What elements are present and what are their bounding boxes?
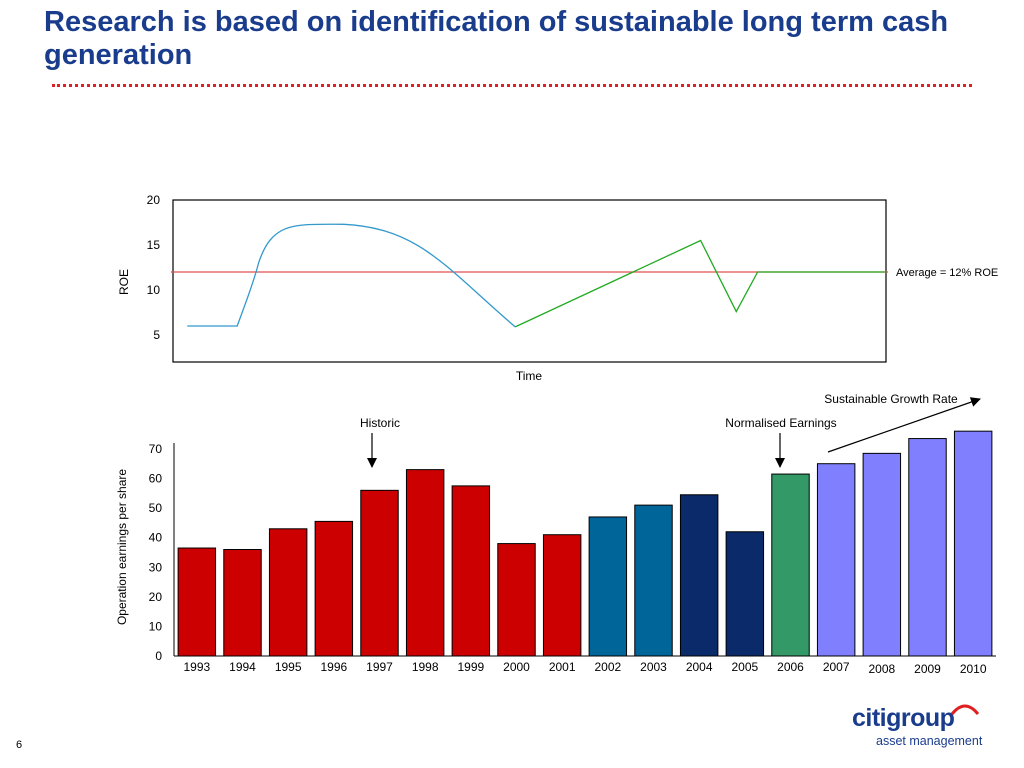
roe-x-axis-label: Time bbox=[516, 369, 543, 383]
eps-y-tick-label: 10 bbox=[149, 619, 163, 633]
logo-subtitle: asset management bbox=[876, 734, 983, 748]
eps-x-tick-label: 2004 bbox=[686, 660, 713, 674]
eps-bar-2008 bbox=[862, 452, 902, 657]
sustainable-growth-arrow bbox=[827, 397, 981, 453]
roe-y-axis-label: ROE bbox=[117, 269, 131, 295]
normalised-earnings-annotation: Normalised Earnings bbox=[725, 416, 836, 430]
eps-x-tick-label: 2001 bbox=[549, 660, 576, 674]
sustainable-growth-annotation: Sustainable Growth Rate bbox=[824, 392, 958, 406]
eps-x-tick-label: 1997 bbox=[366, 660, 393, 674]
eps-x-tick-label: 1995 bbox=[275, 660, 302, 674]
eps-y-tick-label: 70 bbox=[149, 442, 163, 456]
roe-y-tick-label: 5 bbox=[153, 328, 160, 342]
eps-bar-2006 bbox=[771, 473, 810, 657]
eps-y-axis-label: Operation earnings per share bbox=[115, 469, 129, 625]
eps-x-tick-label: 2008 bbox=[868, 662, 895, 676]
eps-bar-1994 bbox=[223, 549, 262, 657]
historic-annotation: Historic bbox=[360, 416, 400, 430]
roe-plot-frame bbox=[172, 199, 887, 363]
eps-bar-1996 bbox=[314, 520, 354, 657]
eps-bar-2002 bbox=[588, 516, 628, 657]
eps-bar-2001 bbox=[542, 534, 582, 657]
eps-x-tick-label: 1993 bbox=[183, 660, 210, 674]
eps-bar-1999 bbox=[451, 485, 491, 657]
roe-y-ticks: 5 10 15 20 bbox=[147, 193, 161, 342]
eps-bar-2007 bbox=[816, 463, 856, 657]
eps-y-ticks: 0 10 20 30 40 50 60 70 bbox=[149, 442, 163, 663]
citigroup-logo: citigroup asset management bbox=[852, 704, 1002, 754]
eps-x-tick-label: 1998 bbox=[412, 660, 439, 674]
eps-x-tick-label: 2010 bbox=[960, 662, 987, 676]
eps-bar-1993 bbox=[177, 547, 217, 657]
roe-chart: 5 10 15 20 ROE Time Average = 12% ROE bbox=[117, 193, 998, 383]
roe-y-tick-label: 15 bbox=[147, 238, 161, 252]
eps-x-ticks: 1993 1994 1995 1996 1997 1998 1999 2000 2001 2002… bbox=[183, 660, 986, 676]
eps-bar-2005 bbox=[725, 531, 765, 657]
eps-bar-2003 bbox=[634, 504, 673, 657]
eps-x-tick-label: 2007 bbox=[823, 660, 850, 674]
eps-x-tick-label: 2006 bbox=[777, 660, 804, 674]
eps-x-tick-label: 1994 bbox=[229, 660, 256, 674]
eps-x-tick-label: 2005 bbox=[731, 660, 758, 674]
eps-y-tick-label: 30 bbox=[149, 560, 163, 574]
eps-x-tick-label: 1996 bbox=[320, 660, 347, 674]
eps-y-tick-label: 50 bbox=[149, 501, 163, 515]
average-roe-label: Average = 12% ROE bbox=[896, 267, 998, 279]
umbrella-arc-icon bbox=[950, 704, 980, 715]
eps-x-tick-label: 2009 bbox=[914, 662, 941, 676]
roe-series-group bbox=[171, 223, 888, 328]
title-divider bbox=[52, 84, 972, 87]
roe-y-tick-label: 20 bbox=[147, 193, 161, 207]
page-number: 6 bbox=[16, 739, 23, 751]
eps-bar-2004 bbox=[679, 494, 719, 657]
eps-x-tick-label: 1999 bbox=[457, 660, 484, 674]
roe-green-series bbox=[514, 239, 886, 328]
eps-x-tick-label: 2003 bbox=[640, 660, 667, 674]
eps-bar-1998 bbox=[405, 469, 445, 657]
roe-y-tick-label: 10 bbox=[147, 283, 161, 297]
eps-y-tick-label: 40 bbox=[149, 531, 163, 545]
roe-curve-series bbox=[187, 223, 516, 328]
eps-y-tick-label: 20 bbox=[149, 590, 163, 604]
slide-title: Research is based on identification of s… bbox=[44, 6, 949, 71]
eps-bar-1995 bbox=[268, 528, 308, 657]
eps-y-tick-label: 0 bbox=[155, 649, 162, 663]
eps-bars-group bbox=[177, 430, 993, 657]
eps-bar-1997 bbox=[360, 489, 399, 657]
eps-chart: 0 10 20 30 40 50 60 70 1993 1994 1995 1996 1997 1998… bbox=[115, 392, 996, 676]
logo-wordmark: citigroup bbox=[852, 704, 955, 732]
eps-y-tick-label: 60 bbox=[149, 472, 163, 486]
eps-bar-2009 bbox=[908, 438, 947, 657]
eps-x-tick-label: 2002 bbox=[594, 660, 621, 674]
eps-bar-2010 bbox=[953, 430, 993, 657]
eps-x-tick-label: 2000 bbox=[503, 660, 530, 674]
eps-bar-2000 bbox=[497, 543, 536, 657]
